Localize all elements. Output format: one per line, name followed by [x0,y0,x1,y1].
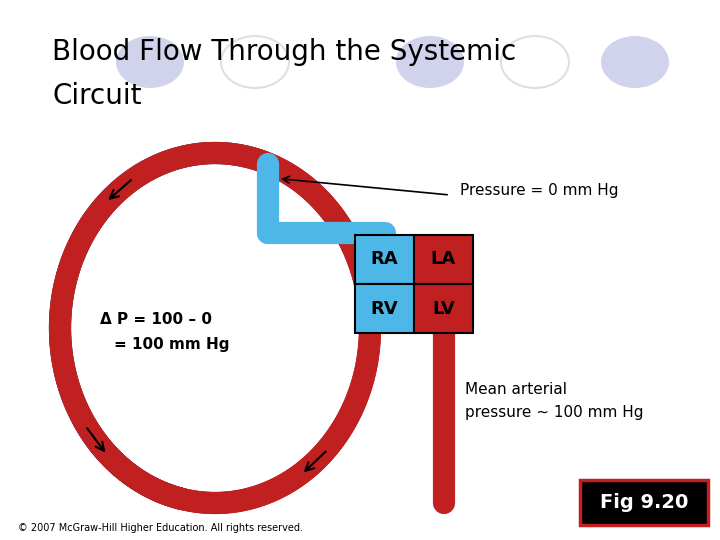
Text: RA: RA [371,251,398,268]
Bar [355,235,414,284]
Text: Pressure = 0 mm Hg: Pressure = 0 mm Hg [460,183,618,198]
Text: Mean arterial: Mean arterial [465,382,567,397]
Text: Blood Flow Through the Systemic: Blood Flow Through the Systemic [52,38,516,66]
Ellipse shape [601,36,669,88]
Text: = 100 mm Hg: = 100 mm Hg [114,338,230,353]
Ellipse shape [116,36,184,88]
Text: Fig 9.20: Fig 9.20 [600,494,688,512]
Bar [355,284,414,333]
Text: pressure ~ 100 mm Hg: pressure ~ 100 mm Hg [465,404,644,420]
Text: Circuit: Circuit [52,82,142,110]
Text: RV: RV [371,300,398,318]
Bar [414,235,473,284]
Ellipse shape [396,36,464,88]
Bar [414,284,473,333]
Text: © 2007 McGraw-Hill Higher Education. All rights reserved.: © 2007 McGraw-Hill Higher Education. All… [18,523,303,533]
Text: Δ P = 100 – 0: Δ P = 100 – 0 [100,313,212,327]
Text: LV: LV [432,300,455,318]
Text: LA: LA [431,251,456,268]
Bar [580,480,708,525]
